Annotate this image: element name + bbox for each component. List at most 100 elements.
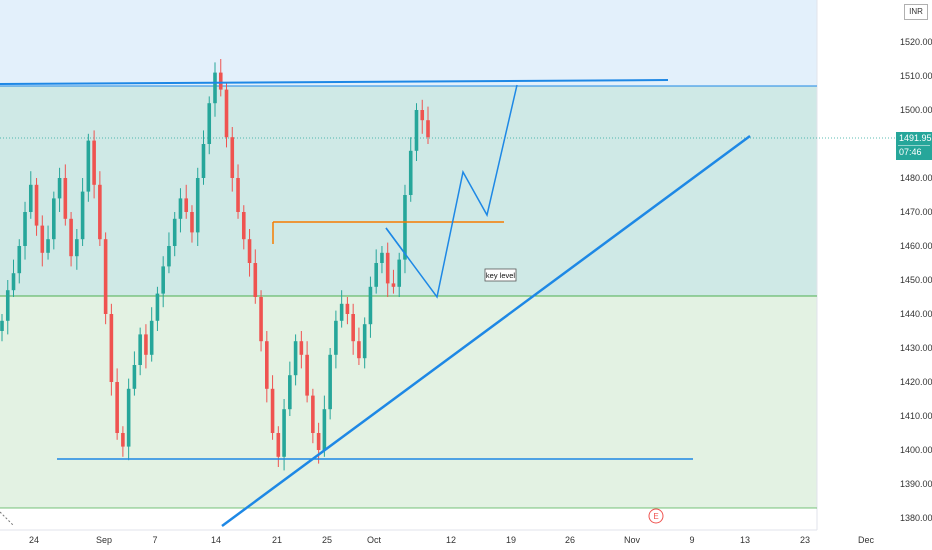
candle-body-35 [201, 144, 206, 178]
candle-body-65 [374, 263, 378, 287]
price-tick-10: 1410.00 [900, 411, 932, 421]
time-tick-2: 7 [152, 535, 157, 545]
candle-body-30 [172, 218, 177, 246]
candle-body-73 [420, 110, 425, 121]
currency-badge[interactable]: INR [904, 4, 928, 20]
candle-body-26 [149, 320, 154, 355]
time-tick-1: Sep [96, 535, 112, 545]
candle-body-59 [339, 303, 344, 321]
candle-body-7 [40, 225, 45, 253]
candle-body-27 [155, 293, 160, 321]
candle-body-54 [311, 395, 315, 433]
candle-body-16 [92, 140, 96, 185]
candle-body-69 [397, 259, 402, 287]
candle-body-49 [282, 409, 286, 457]
candle-body-15 [86, 140, 91, 192]
candle-body-62 [357, 341, 361, 359]
candle-body-38 [218, 72, 223, 90]
candle-body-33 [190, 212, 194, 233]
candle-body-11 [63, 178, 68, 219]
resistance-zone [0, 0, 817, 86]
candle-body-48 [276, 433, 281, 457]
price-tick-9: 1420.00 [900, 377, 932, 387]
support-zone [0, 296, 817, 508]
time-tick-6: Oct [367, 535, 382, 545]
price-axis [817, 0, 932, 550]
candle-body-19 [109, 314, 114, 382]
earnings-event-label: E [653, 512, 658, 521]
candle-body-24 [138, 334, 142, 365]
candle-body-31 [178, 198, 183, 219]
candle-body-18 [103, 239, 108, 314]
demand-zone [0, 86, 817, 296]
price-tick-11: 1400.00 [900, 445, 932, 455]
candle-body-3 [17, 246, 22, 274]
price-tick-3: 1480.00 [900, 173, 932, 183]
price-tick-12: 1390.00 [900, 479, 932, 489]
candle-body-68 [391, 283, 396, 287]
price-tick-6: 1450.00 [900, 275, 932, 285]
candle-body-55 [316, 433, 321, 450]
candle-body-37 [213, 72, 217, 104]
candle-body-42 [241, 212, 246, 240]
candle-body-51 [293, 341, 298, 376]
time-tick-11: 9 [689, 535, 694, 545]
time-tick-10: Nov [624, 535, 641, 545]
price-axis-ticks: 1520.00 1510.00 1500.00 1480.00 1470.00 1460.… [900, 37, 932, 523]
price-tick-1: 1510.00 [900, 71, 932, 81]
candle-body-47 [270, 388, 275, 433]
candle-body-32 [184, 198, 189, 212]
key-level-label-box[interactable] [484, 268, 517, 282]
last-price-tag: 1491.95 07:46 [896, 132, 932, 160]
time-tick-0: 24 [29, 535, 39, 545]
time-tick-9: 26 [565, 535, 575, 545]
candle-body-46 [265, 341, 269, 389]
resistance-trendline [0, 79, 669, 85]
candle-body-22 [126, 388, 131, 447]
candle-body-34 [195, 178, 200, 233]
candle-body-56 [322, 409, 327, 450]
candle-body-20 [115, 382, 119, 433]
earnings-event-marker[interactable] [648, 508, 664, 524]
candle-body-71 [408, 150, 413, 195]
candle-body-63 [362, 324, 367, 359]
price-tick-4: 1470.00 [900, 207, 932, 217]
last-price-value: 1491.95 [899, 133, 932, 143]
candle-body-10 [57, 178, 62, 199]
price-tick-0: 1520.00 [900, 37, 932, 47]
candle-body-9 [52, 198, 56, 240]
drawing-fragment [0, 511, 15, 527]
time-tick-13: 23 [800, 535, 810, 545]
price-tick-2: 1500.00 [900, 105, 932, 115]
candle-body-28 [161, 266, 165, 294]
candle-body-44 [253, 263, 258, 297]
candle-body-0 [0, 320, 4, 331]
candle-body-43 [247, 239, 252, 263]
candle-body-39 [224, 89, 229, 138]
candle-body-4 [23, 212, 27, 246]
rising-trendline [221, 134, 751, 528]
candle-body-41 [236, 178, 240, 212]
time-tick-3: 14 [211, 535, 221, 545]
candle-body-29 [167, 246, 171, 267]
candle-body-45 [259, 297, 263, 342]
candle-body-17 [98, 184, 102, 240]
price-tick-8: 1430.00 [900, 343, 932, 353]
time-tick-7: 12 [446, 535, 456, 545]
candle-body-8 [46, 239, 50, 253]
time-tick-4: 21 [272, 535, 282, 545]
time-tick-8: 19 [506, 535, 516, 545]
candle-body-21 [121, 433, 125, 447]
price-tick-13: 1380.00 [900, 513, 932, 523]
price-tick-5: 1460.00 [900, 241, 932, 251]
time-tick-12: 13 [740, 535, 750, 545]
candle-body-36 [207, 103, 212, 144]
projected-path-origin [385, 227, 407, 256]
candle-body-53 [305, 354, 309, 396]
candle-body-2 [11, 273, 16, 291]
candle-body-64 [368, 286, 373, 325]
candle-body-5 [28, 184, 33, 212]
candle-body-58 [334, 320, 338, 355]
candle-body-14 [80, 191, 85, 240]
